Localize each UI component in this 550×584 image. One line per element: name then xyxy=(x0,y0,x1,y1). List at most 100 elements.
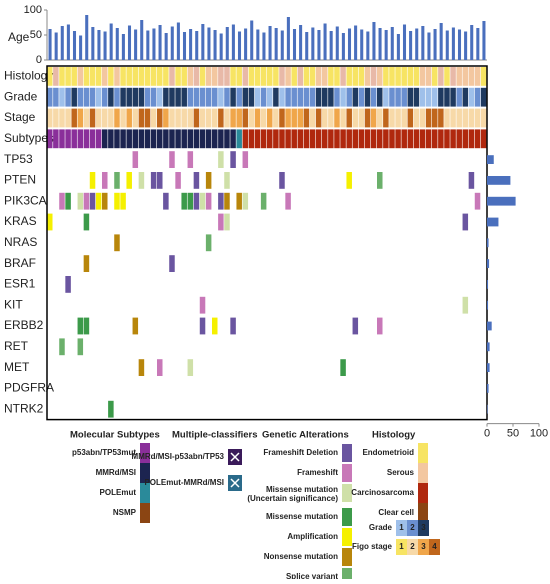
clinical-cell xyxy=(248,87,255,107)
age-bar xyxy=(256,29,260,60)
alteration-cell xyxy=(102,172,108,189)
alteration-cell xyxy=(212,317,218,335)
age-bar xyxy=(427,32,431,60)
alteration-cell xyxy=(260,192,267,210)
clinical-cell xyxy=(370,108,377,128)
clinical-cell xyxy=(199,67,206,86)
legend-swatch xyxy=(418,503,428,523)
alteration-cell xyxy=(83,192,90,210)
alteration-cell xyxy=(65,192,71,210)
clinical-cell xyxy=(383,108,389,128)
age-bar xyxy=(317,30,321,60)
age-bar xyxy=(176,22,180,60)
clinical-cell xyxy=(438,108,444,128)
alteration-cell xyxy=(132,317,139,335)
age-bar xyxy=(421,26,425,60)
alteration-cell xyxy=(224,172,230,189)
age-bar xyxy=(60,26,64,60)
age-bar xyxy=(244,28,248,60)
clinical-cell xyxy=(102,67,108,86)
clinical-cell xyxy=(242,67,249,86)
clinical-cell xyxy=(425,108,432,128)
alteration-cell xyxy=(193,192,200,210)
clinical-cell xyxy=(334,108,340,128)
clinical-cell xyxy=(267,67,273,86)
age-bar xyxy=(213,30,217,60)
clinical-cell xyxy=(322,67,328,86)
clinical-cell xyxy=(212,108,218,128)
clinical-cell xyxy=(450,129,456,149)
clinical-cell xyxy=(279,108,285,128)
clinical-cell xyxy=(267,108,273,128)
clinical-cell xyxy=(120,67,126,86)
age-bar xyxy=(470,25,474,60)
clinical-cell xyxy=(114,129,120,149)
clinical-cell xyxy=(407,67,414,86)
clinical-cell xyxy=(218,129,224,149)
alteration-cell xyxy=(224,213,230,231)
clinical-cell xyxy=(138,108,145,128)
clinical-cell xyxy=(273,87,279,107)
level-swatch xyxy=(418,520,429,536)
clinical-cell xyxy=(346,87,352,107)
clinical-cell xyxy=(377,108,383,128)
clinical-cell xyxy=(480,129,487,149)
clinical-cell xyxy=(102,87,108,107)
clinical-cell xyxy=(169,108,175,128)
clinical-cell xyxy=(413,87,420,107)
clinical-cell xyxy=(230,67,236,86)
alteration-cell xyxy=(218,213,224,231)
clinical-cell xyxy=(285,108,291,128)
clinical-cell xyxy=(297,87,304,107)
clinical-cell xyxy=(340,67,346,86)
clinical-cell xyxy=(395,87,401,107)
count-bar xyxy=(487,384,489,393)
level-label: 3 xyxy=(421,542,426,551)
age-bar xyxy=(170,26,174,60)
clinical-cell xyxy=(474,87,481,107)
clinical-cell xyxy=(383,87,389,107)
age-bar xyxy=(109,23,113,60)
age-bar xyxy=(164,33,168,60)
clinical-cell xyxy=(187,67,194,86)
clinical-cell xyxy=(230,129,236,149)
count-bar xyxy=(487,217,499,227)
age-bar xyxy=(121,34,125,60)
clinical-cell xyxy=(132,108,139,128)
age-bar xyxy=(48,29,52,60)
legend-item: Serous xyxy=(387,468,415,477)
age-bar xyxy=(378,28,382,60)
gene-label: PIK3CA xyxy=(4,193,47,207)
clinical-cell xyxy=(462,129,469,149)
clinical-cell xyxy=(242,87,249,107)
clinical-cell xyxy=(254,129,261,149)
clinical-cell xyxy=(181,129,187,149)
clinical-cell xyxy=(389,87,395,107)
clinical-cell xyxy=(77,108,84,128)
clinical-cell xyxy=(71,87,77,107)
clinical-cell xyxy=(65,129,71,149)
clinical-cell xyxy=(279,129,285,149)
gene-label: TP53 xyxy=(4,152,33,166)
alteration-cell xyxy=(114,234,120,252)
alteration-cell xyxy=(150,172,157,189)
clinical-cell xyxy=(303,67,310,86)
clinical-cell xyxy=(47,67,53,86)
alteration-cell xyxy=(187,359,194,376)
clinical-cell xyxy=(419,108,426,128)
clinical-cell xyxy=(230,87,236,107)
clinical-cell xyxy=(144,87,151,107)
clinical-cell xyxy=(267,129,273,149)
clinical-cell xyxy=(242,108,249,128)
legend-title: Figo stage xyxy=(352,542,393,551)
level-swatch xyxy=(429,539,440,555)
clinical-cell xyxy=(297,108,304,128)
clinical-cell xyxy=(303,108,310,128)
legend-swatch xyxy=(140,443,150,463)
age-bar xyxy=(280,30,284,60)
clinical-cell xyxy=(102,129,108,149)
legend-note: (Uncertain significance) xyxy=(247,494,338,503)
clinical-cell xyxy=(126,67,132,86)
count-bar xyxy=(487,176,511,185)
clinical-cell xyxy=(175,67,181,86)
